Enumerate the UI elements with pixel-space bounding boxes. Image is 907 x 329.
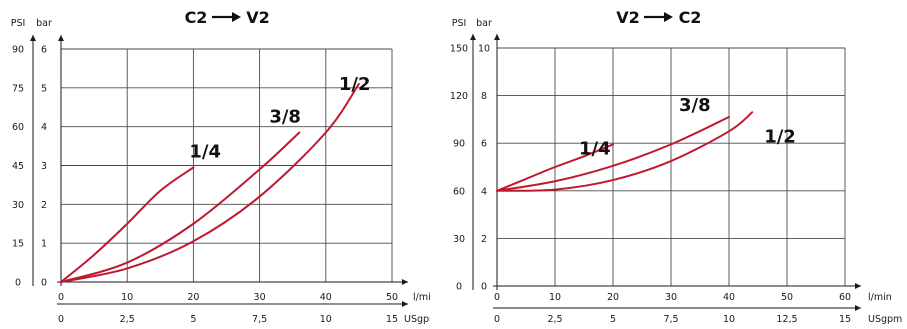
arrow-right-icon: [664, 12, 673, 22]
x-tick-label: 10: [549, 292, 561, 303]
x-tick-label: 30: [254, 292, 266, 303]
x2-axis-arrow-icon: [402, 301, 408, 307]
x2-tick-label: 15: [839, 314, 851, 325]
psi-axis-arrow-icon: [470, 34, 476, 40]
x-tick-label: 0: [58, 292, 64, 303]
y-tick-label: 1: [41, 239, 47, 250]
y-tick-label: 0: [41, 278, 47, 289]
x-tick-label: 30: [665, 292, 677, 303]
y-axis-unit-label: bar: [36, 18, 52, 29]
series-line-1-2: [496, 111, 754, 192]
x-tick-label: 0: [494, 292, 500, 303]
series-label-1-4: 1/4: [579, 138, 611, 159]
y-tick-label: 2: [41, 200, 47, 211]
series-label-3-8: 3/8: [679, 95, 711, 116]
y-tick-label: 4: [481, 186, 487, 197]
x-axis-unit-label: l/min: [868, 292, 892, 303]
x2-tick-label: 2,5: [547, 314, 562, 325]
x2-tick-label: 10: [320, 314, 332, 325]
x-tick-label: 20: [187, 292, 199, 303]
series-label-1-4: 1/4: [189, 141, 221, 162]
psi-tick-label: 60: [12, 122, 24, 133]
x2-tick-label: 15: [386, 314, 398, 325]
psi-tick-label: 90: [453, 139, 465, 150]
psi-axis-unit-label: PSI: [11, 18, 26, 29]
series-line-1-4: [60, 166, 195, 283]
x2-tick-label: 2,5: [120, 314, 135, 325]
y-axis-arrow-icon: [494, 34, 500, 40]
x-tick-label: 20: [607, 292, 619, 303]
chart-title-to: C2: [679, 8, 702, 27]
x2-tick-label: 0: [58, 314, 64, 325]
x-tick-label: 50: [386, 292, 398, 303]
x-axis-unit-label: l/min: [413, 292, 430, 303]
x-axis-arrow-icon: [855, 283, 861, 289]
chart-title-from: V2: [616, 8, 640, 27]
x2-tick-label: 7,5: [663, 314, 678, 325]
series-label-3-8: 3/8: [269, 106, 301, 127]
psi-tick-label: 30: [453, 234, 465, 245]
psi-tick-label: 60: [453, 186, 465, 197]
series-line-1-2: [60, 82, 360, 283]
psi-axis-arrow-icon: [30, 35, 36, 41]
x2-axis-arrow-icon: [855, 305, 861, 311]
chart-title-to: V2: [246, 8, 270, 27]
x-tick-label: 40: [723, 292, 735, 303]
psi-axis-unit-label: PSI: [452, 18, 467, 29]
chart-c2-v2: C2V2barPSIl/minUSgpm01234560153045607590…: [11, 8, 430, 325]
psi-tick-label: 45: [12, 161, 24, 172]
y-tick-label: 8: [481, 91, 487, 102]
series-label-1-2: 1/2: [764, 126, 796, 147]
psi-tick-label: 15: [12, 239, 24, 250]
x2-tick-label: 10: [723, 314, 735, 325]
y-tick-label: 6: [41, 45, 47, 56]
series-line-3-8: [60, 131, 301, 283]
y-tick-label: 0: [481, 282, 487, 293]
y-tick-label: 5: [41, 83, 47, 94]
x-tick-label: 40: [320, 292, 332, 303]
x2-axis-unit-label: USgpm: [868, 314, 902, 325]
x2-tick-label: 5: [190, 314, 196, 325]
x2-axis-unit-label: USgpm: [404, 314, 430, 325]
psi-tick-label: 0: [15, 278, 21, 289]
x2-tick-label: 0: [494, 314, 500, 325]
arrow-right-icon: [232, 12, 241, 22]
x2-tick-label: 12,5: [776, 314, 797, 325]
y-axis-arrow-icon: [58, 35, 64, 41]
x-axis-arrow-icon: [402, 279, 408, 285]
y-tick-label: 10: [478, 44, 490, 55]
psi-tick-label: 90: [12, 45, 24, 56]
y-tick-label: 6: [481, 139, 487, 150]
x-tick-label: 10: [121, 292, 133, 303]
psi-tick-label: 0: [456, 282, 462, 293]
y-tick-label: 4: [41, 122, 47, 133]
series-line-1-4: [496, 143, 614, 192]
x-tick-label: 50: [781, 292, 793, 303]
series-label-1-2: 1/2: [339, 74, 371, 95]
x2-tick-label: 7,5: [252, 314, 267, 325]
psi-tick-label: 30: [12, 200, 24, 211]
y-axis-unit-label: bar: [476, 18, 492, 29]
psi-tick-label: 120: [450, 91, 468, 102]
y-tick-label: 2: [481, 234, 487, 245]
x2-tick-label: 5: [610, 314, 616, 325]
psi-tick-label: 75: [12, 83, 24, 94]
x-tick-label: 60: [839, 292, 851, 303]
y-tick-label: 3: [41, 161, 47, 172]
chart-v2-c2: V2 C2barPSIl/minUSgpm02468100306090120150…: [450, 8, 902, 325]
psi-tick-label: 150: [450, 44, 468, 55]
chart-title-from: C2: [185, 8, 208, 27]
series-line-3-8: [496, 116, 730, 192]
